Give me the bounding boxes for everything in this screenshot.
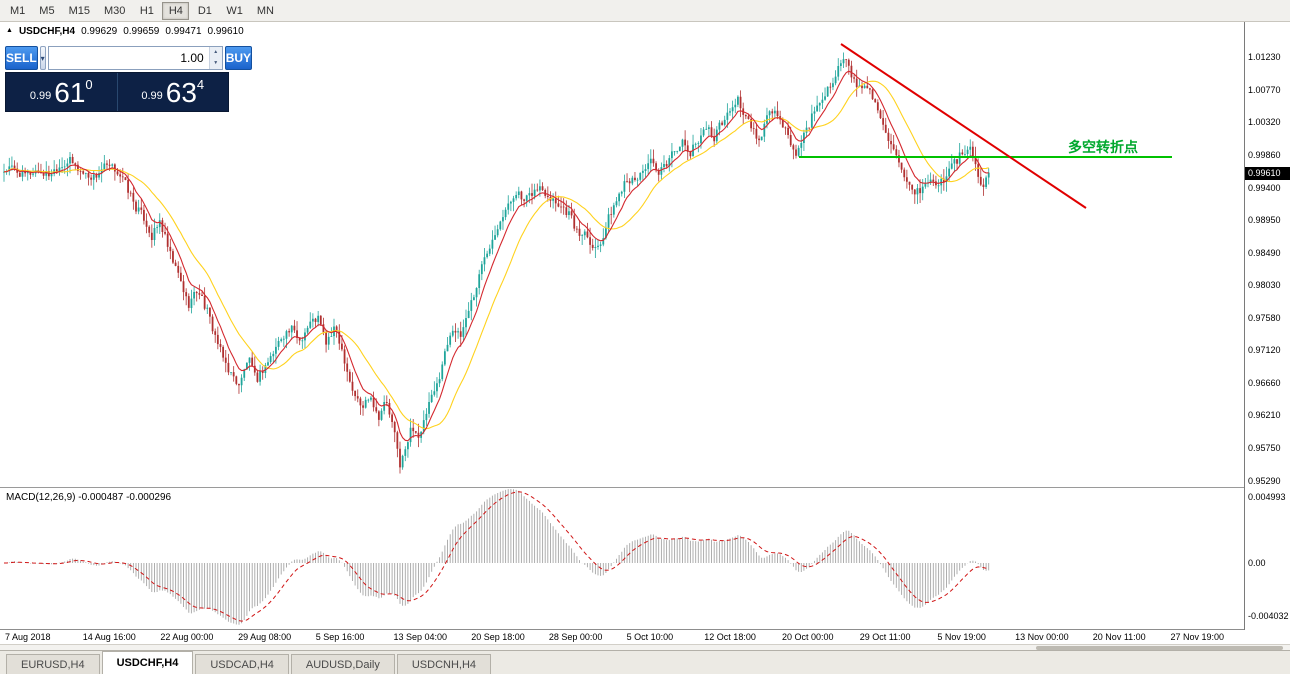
price-direction-up-icon: ▲ [6, 27, 13, 34]
price-axis-label: 1.00320 [1248, 116, 1281, 127]
time-axis-label: 7 Aug 2018 [5, 632, 51, 642]
volume-field: ▲ ▼ [47, 46, 223, 70]
time-axis-label: 13 Nov 00:00 [1015, 632, 1069, 642]
volume-input[interactable] [48, 47, 209, 69]
price-axis: 1.01230 1.00770 1.00320 0.99860 0.99400 0.989… [1244, 22, 1290, 630]
price-axis-label: 0.96210 [1248, 410, 1281, 421]
moving-average-line-8 [3, 70, 989, 442]
candle-bodies-bull [3, 59, 990, 468]
one-click-trading-panel: SELL ▾ ▲ ▼ BUY 0.99 61 0 0.99 63 [5, 46, 253, 112]
scrollbar-thumb[interactable] [1036, 646, 1283, 650]
price-axis-label: 0.98950 [1248, 214, 1281, 225]
ohlc-close-value: 0.99610 [207, 26, 244, 37]
time-axis-label: 27 Nov 19:00 [1170, 632, 1225, 642]
chart-symbol-label: USDCHF,H4 [18, 26, 76, 37]
volume-increase-button[interactable]: ▲ [209, 47, 222, 58]
timeframe-button-mn[interactable]: MN [251, 2, 280, 20]
price-axis-label: 0.99860 [1248, 149, 1281, 160]
time-axis-label: 5 Sep 16:00 [315, 632, 365, 642]
descending-trendline-object[interactable] [840, 43, 1087, 209]
macd-indicator-label: MACD(12,26,9) -0.000487 -0.000296 [6, 492, 172, 503]
timeframe-button-m1[interactable]: M1 [4, 2, 31, 20]
macd-axis-label: 0.004993 [1248, 491, 1286, 502]
chart-tab-eurusd[interactable]: EURUSD,H4 [6, 654, 100, 674]
sell-button[interactable]: SELL [5, 46, 38, 70]
quote-display: 0.99 61 0 0.99 63 4 [5, 72, 229, 112]
ask-price-prefix: 0.99 [141, 90, 163, 102]
macd-axis-label: -0.004032 [1248, 611, 1289, 622]
chart-h-scrollbar [0, 644, 1290, 650]
price-axis-label: 0.96660 [1248, 378, 1281, 389]
bid-quote[interactable]: 0.99 61 0 [6, 73, 117, 111]
macd-histogram [6, 489, 990, 625]
price-axis-label: 0.97580 [1248, 312, 1281, 323]
price-axis-label: 0.95290 [1248, 476, 1281, 486]
price-axis-label: 1.01230 [1248, 51, 1281, 62]
axis-separator-line [0, 629, 1290, 630]
macd-signal-line [4, 491, 989, 622]
ask-pip-digit: 4 [196, 77, 205, 92]
trade-controls-row: SELL ▾ ▲ ▼ BUY [5, 46, 253, 70]
ohlc-open-value: 0.99629 [81, 26, 118, 37]
chart-annotation-text[interactable]: 多空转折点 [1068, 139, 1138, 155]
price-axis-label: 0.98490 [1248, 247, 1281, 258]
price-axis-label: 0.95750 [1248, 443, 1281, 454]
time-axis-label: 12 Oct 18:00 [704, 632, 756, 642]
time-axis-label: 20 Oct 00:00 [782, 632, 834, 642]
timeframe-button-d1[interactable]: D1 [191, 2, 218, 20]
candle-wicks-bear [14, 58, 984, 474]
timeframe-button-m30[interactable]: M30 [98, 2, 131, 20]
price-axis-label: 0.99400 [1248, 182, 1281, 193]
timeframe-button-m15[interactable]: M15 [63, 2, 96, 20]
quote-divider [116, 73, 118, 111]
time-axis-label: 22 Aug 00:00 [160, 632, 214, 642]
time-axis-label: 13 Sep 04:00 [393, 632, 448, 642]
time-axis-label: 20 Nov 11:00 [1092, 632, 1146, 642]
candle-wicks-bull [3, 52, 990, 470]
chart-tab-usdcad[interactable]: USDCAD,H4 [195, 654, 289, 674]
volume-spinner: ▲ ▼ [208, 47, 222, 69]
time-axis-label: 29 Aug 08:00 [238, 632, 292, 642]
current-price-tag: 0.99610 [1245, 166, 1290, 180]
ohlc-high-value: 0.99659 [123, 26, 160, 37]
timeframe-button-h4[interactable]: H4 [162, 1, 190, 20]
timeframe-button-w1[interactable]: W1 [220, 2, 249, 20]
time-axis-label: 28 Sep 00:00 [548, 632, 603, 642]
arrow-up-icon: ▲ [213, 49, 219, 55]
ohlc-low-value: 0.99471 [165, 26, 202, 37]
time-axis-label: 29 Oct 11:00 [859, 632, 911, 642]
trade-options-dropdown-button[interactable]: ▾ [39, 46, 46, 70]
buy-button[interactable]: BUY [224, 46, 253, 70]
chart-tab-usdcnh[interactable]: USDCNH,H4 [396, 654, 492, 674]
timeframe-button-m5[interactable]: M5 [33, 2, 60, 20]
chart-tab-usdchf[interactable]: USDCHF,H4 [101, 651, 194, 674]
chart-tab-audusd[interactable]: AUDUSD,Daily [290, 654, 395, 674]
bid-price-prefix: 0.99 [29, 90, 52, 102]
macd-axis-label: 0.00 [1248, 558, 1266, 568]
chevron-down-icon: ▾ [40, 53, 45, 63]
symbol-tab-bar: EURUSD,H4 USDCHF,H4 USDCAD,H4 AUDUSD,Daily U… [0, 650, 1290, 674]
timeframe-toolbar: M1 M5 M15 M30 H1 H4 D1 W1 MN [0, 0, 1290, 22]
arrow-down-icon: ▼ [213, 60, 219, 66]
ask-quote[interactable]: 0.99 63 4 [118, 73, 229, 111]
moving-average-line-20 [3, 80, 989, 430]
panel-splitter[interactable] [0, 487, 1244, 488]
bid-pip-digit: 0 [85, 77, 93, 92]
time-axis: 7 Aug 2018 14 Aug 16:00 22 Aug 00:00 29 Aug… [0, 630, 1290, 644]
timeframe-button-h1[interactable]: H1 [133, 2, 160, 20]
time-axis-label: 5 Oct 10:00 [626, 632, 674, 642]
price-axis-label: 1.00770 [1248, 84, 1281, 95]
bid-big-digits: 61 [54, 77, 86, 108]
volume-decrease-button[interactable]: ▼ [209, 58, 222, 69]
chart-ohlc-header: ▲ USDCHF,H4 0.99629 0.99659 0.99471 0.99… [6, 26, 244, 37]
time-axis-label: 20 Sep 18:00 [471, 632, 525, 642]
time-axis-label: 14 Aug 16:00 [82, 632, 136, 642]
price-axis-label: 0.97120 [1248, 345, 1281, 356]
candle-bodies-bear [13, 59, 985, 468]
price-axis-label: 0.98030 [1248, 280, 1281, 291]
time-axis-label: 5 Nov 19:00 [937, 632, 986, 642]
ask-big-digits: 63 [165, 77, 197, 108]
